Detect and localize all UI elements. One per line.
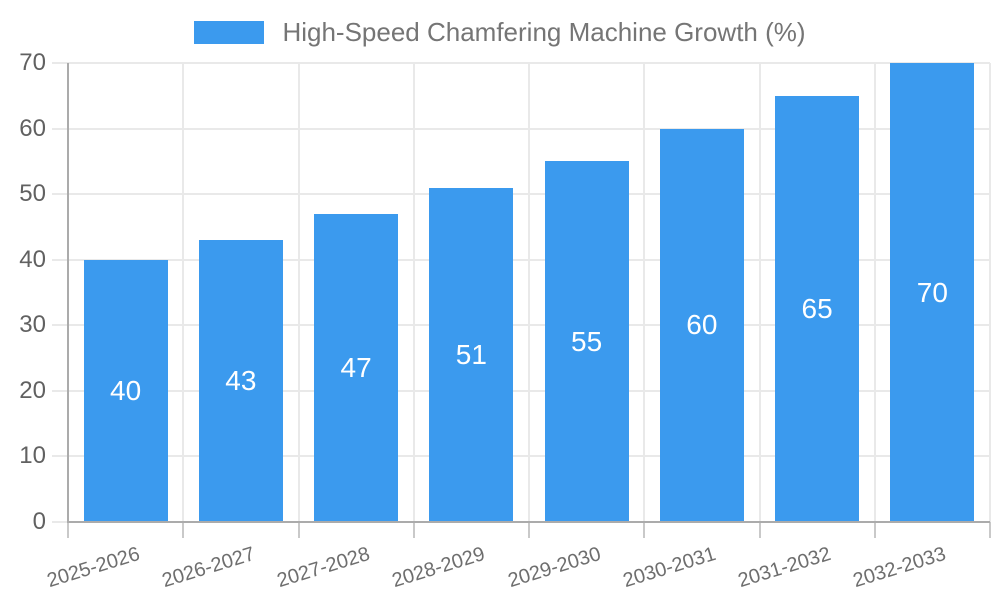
x-axis-tick	[182, 522, 185, 538]
y-axis-tick	[52, 324, 68, 327]
y-axis-tick-label: 30	[19, 311, 46, 339]
x-axis-tick	[643, 522, 646, 538]
y-axis-tick-label: 60	[19, 114, 46, 142]
y-axis-tick-label: 40	[19, 245, 46, 273]
bar-2025-2026[interactable]	[83, 259, 168, 522]
bar-2030-2031[interactable]	[659, 128, 744, 522]
bar-2027-2028[interactable]	[314, 213, 399, 522]
bar-2032-2033[interactable]	[890, 63, 975, 522]
x-axis-line	[67, 521, 990, 523]
x-axis-tick	[873, 522, 876, 538]
y-axis-tick	[52, 193, 68, 196]
x-gridline	[412, 63, 415, 522]
x-axis-tick	[528, 522, 530, 538]
y-axis-tick-label: 10	[19, 442, 46, 470]
bar-2029-2030[interactable]	[544, 161, 629, 522]
x-axis-tick	[758, 522, 761, 538]
bar-value-label: 70	[916, 276, 948, 308]
y-axis-tick-label: 70	[19, 49, 46, 76]
chart-legend[interactable]: High-Speed Chamfering Machine Growth (%)	[0, 17, 1000, 48]
x-axis-tick	[989, 522, 991, 538]
y-axis-tick	[52, 258, 68, 261]
x-axis-tick	[67, 522, 69, 538]
bar-value-label: 43	[225, 365, 257, 397]
x-gridline	[643, 63, 646, 522]
x-gridline	[297, 63, 300, 522]
legend-swatch[interactable]	[194, 21, 265, 44]
legend-label: High-Speed Chamfering Machine Growth (%)	[282, 17, 806, 47]
x-gridline	[989, 63, 991, 522]
x-gridline	[758, 63, 761, 522]
bar-2026-2027[interactable]	[198, 240, 283, 522]
x-gridline	[528, 63, 530, 522]
y-axis-tick-label: 20	[19, 376, 46, 404]
bar-2028-2029[interactable]	[429, 187, 514, 522]
y-axis-tick-label: 0	[32, 508, 46, 535]
bar-2031-2032[interactable]	[775, 95, 860, 522]
y-axis-tick	[52, 389, 68, 392]
bar-value-label: 65	[801, 292, 833, 324]
y-axis-tick	[52, 127, 68, 130]
bar-value-label: 55	[571, 325, 603, 357]
y-axis-tick	[52, 62, 68, 64]
y-axis-tick	[52, 455, 68, 458]
x-axis-tick	[297, 522, 300, 538]
bar-value-label: 40	[110, 374, 142, 406]
bar-value-label: 51	[455, 338, 487, 370]
x-gridline	[182, 63, 185, 522]
x-gridline	[873, 63, 876, 522]
y-axis-tick-label: 50	[19, 180, 46, 208]
bar-value-label: 47	[340, 351, 372, 383]
x-axis-tick	[412, 522, 415, 538]
y-axis-line	[67, 63, 69, 522]
bar-value-label: 60	[686, 309, 718, 341]
y-axis-tick	[52, 521, 68, 523]
